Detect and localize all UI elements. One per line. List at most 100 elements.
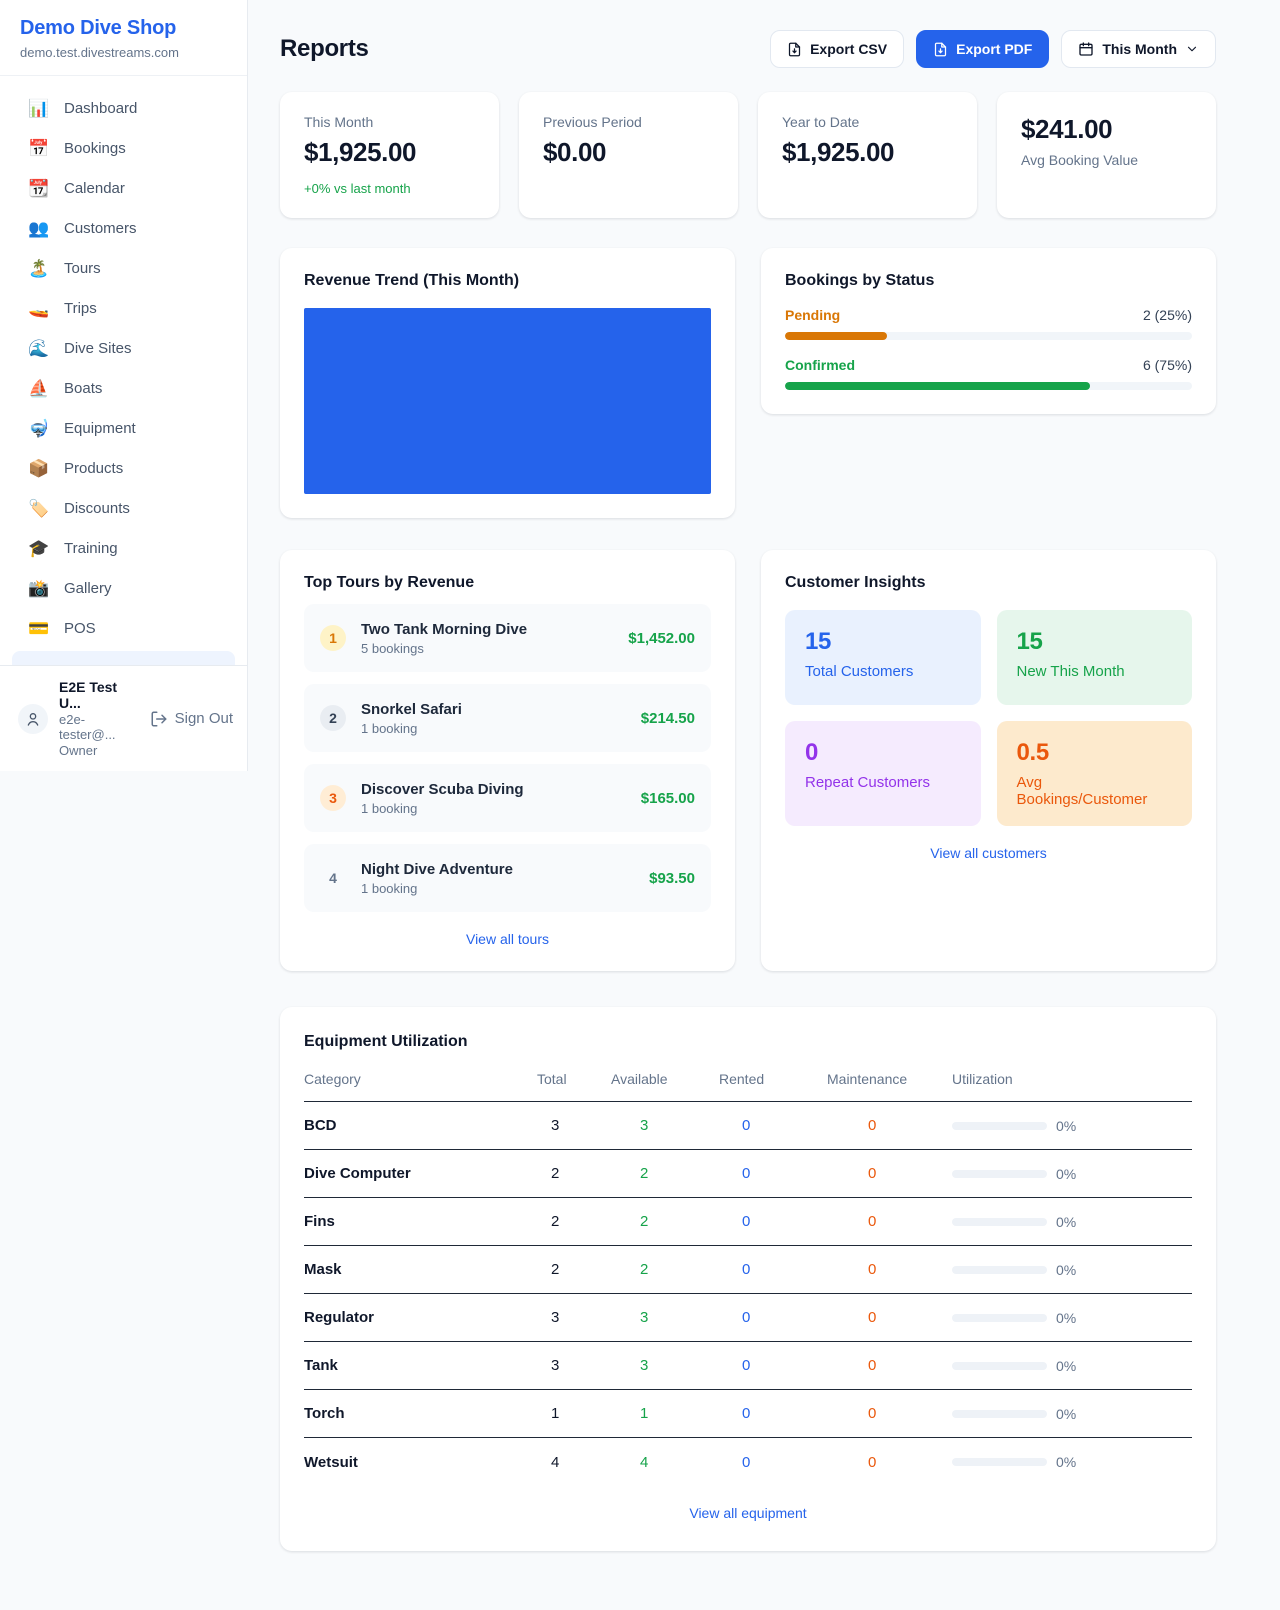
sidebar-item-products[interactable]: 📦 Products (12, 450, 235, 487)
brand-header: Demo Dive Shop demo.test.divestreams.com (0, 0, 247, 76)
equipment-category: Fins (304, 1213, 335, 1230)
export-pdf-button[interactable]: Export PDF (916, 30, 1050, 68)
utilization-progress-bar (952, 1409, 1047, 1418)
period-label: This Month (1102, 41, 1177, 57)
sidebar-item-label: Products (64, 460, 124, 477)
equipment-available: 3 (640, 1117, 649, 1134)
sidebar-item-calendar[interactable]: 📆 Calendar (12, 170, 235, 207)
rank-badge: 1 (320, 625, 346, 651)
discounts-icon: 🏷️ (28, 499, 50, 518)
insight-tile-avg-bookings-customer: 0.5 Avg Bookings/Customer (996, 721, 1192, 826)
equipment-total: 4 (551, 1453, 560, 1471)
view-all-tours-link[interactable]: View all tours (465, 931, 549, 947)
status-label: Pending (785, 307, 841, 323)
equipment-row-bcd: BCD 3 3 0 0 0% (304, 1102, 1192, 1150)
equipment-available: 2 (640, 1165, 649, 1182)
equipment-utilization-title: Equipment Utilization (304, 1033, 468, 1050)
view-all-customers-link[interactable]: View all customers (930, 845, 1047, 861)
rank-badge: 2 (320, 705, 346, 731)
equipment-utilization-cell: 0% (952, 1358, 1192, 1374)
equipment-total: 1 (551, 1405, 560, 1422)
equipment-available: 1 (640, 1405, 649, 1422)
stat-label: Previous Period (543, 114, 642, 130)
equipment-total: 2 (551, 1261, 560, 1278)
equipment-maintenance: 0 (868, 1357, 877, 1374)
equipment-utilization-cell: 0% (952, 1454, 1192, 1470)
equipment-utilization-cell: 0% (952, 1262, 1192, 1278)
gallery-icon: 📸 (28, 579, 50, 598)
sidebar-item-bookings[interactable]: 📅 Bookings (12, 130, 235, 167)
insight-tile-total-customers: 15 Total Customers (785, 610, 981, 705)
customer-insights-card: Customer Insights 15 Total Customers 15 New… (761, 550, 1216, 971)
tour-info: Snorkel Safari 1 booking (361, 701, 626, 736)
customers-icon: 👥 (28, 219, 50, 238)
sidebar-item-tours[interactable]: 🏝️ Tours (12, 250, 235, 287)
sidebar-item-dashboard[interactable]: 📊 Dashboard (12, 90, 235, 127)
equipment-row-regulator: Regulator 3 3 0 0 0% (304, 1294, 1192, 1342)
top-tours-card: Top Tours by Revenue 1 Two Tank Morning D… (280, 550, 735, 971)
status-line: Confirmed 6 (75%) (785, 357, 1192, 373)
insight-tiles: 15 Total Customers 15 New This Month 0 Repeat… (785, 610, 1192, 826)
calendar-icon: 📆 (28, 179, 50, 198)
tour-rows: 1 Two Tank Morning Dive 5 bookings $1,452.0… (304, 604, 711, 912)
utilization-percent: 0% (1056, 1454, 1077, 1470)
sidebar-item-label: Discounts (64, 500, 130, 517)
equipment-row-dive-computer: Dive Computer 2 2 0 0 0% (304, 1150, 1192, 1198)
utilization-percent: 0% (1056, 1405, 1077, 1422)
stat-card-previous-period: Previous Period $0.00 (519, 92, 738, 218)
sidebar-item-reports-active[interactable] (12, 651, 235, 665)
person-icon (25, 711, 41, 727)
sidebar-item-equipment[interactable]: 🤿 Equipment (12, 410, 235, 447)
user-email: e2e-tester@... (59, 712, 116, 742)
stat-value: $0.00 (543, 137, 607, 167)
status-label: Confirmed (785, 357, 855, 373)
sidebar-item-discounts[interactable]: 🏷️ Discounts (12, 490, 235, 527)
sign-out-button[interactable]: Sign Out (150, 710, 233, 728)
stat-card-this-month: This Month $1,925.00 +0% vs last month (280, 92, 499, 218)
column-header-maintenance: Maintenance (827, 1071, 908, 1087)
view-all-equipment-link[interactable]: View all equipment (689, 1505, 807, 1521)
equipment-total: 2 (551, 1213, 560, 1230)
equipment-rented: 0 (742, 1261, 751, 1278)
tour-row-two-tank-morning-dive: 1 Two Tank Morning Dive 5 bookings $1,452.0… (304, 604, 711, 672)
user-name: E2E Test U... (59, 679, 118, 711)
rank-badge: 4 (329, 870, 337, 886)
sidebar-item-boats[interactable]: ⛵ Boats (12, 370, 235, 407)
equipment-category: BCD (304, 1117, 337, 1134)
sidebar-item-label: Dive Sites (64, 340, 132, 357)
equipment-available: 3 (640, 1309, 649, 1326)
lists-row: Top Tours by Revenue 1 Two Tank Morning D… (280, 550, 1216, 971)
sidebar-item-label: Bookings (64, 140, 126, 157)
equipment-rented: 0 (742, 1309, 751, 1326)
equipment-utilization-cell: 0% (952, 1406, 1192, 1422)
sidebar-item-trips[interactable]: 🚤 Trips (12, 290, 235, 327)
utilization-percent: 0% (1056, 1309, 1077, 1326)
sidebar-item-label: Gallery (64, 580, 112, 597)
sidebar-item-dive-sites[interactable]: 🌊 Dive Sites (12, 330, 235, 367)
revenue-trend-title: Revenue Trend (This Month) (304, 272, 520, 289)
equipment-row-torch: Torch 1 1 0 0 0% (304, 1390, 1192, 1438)
equipment-utilization-cell: 0% (952, 1118, 1192, 1134)
equipment-row-fins: Fins 2 2 0 0 0% (304, 1198, 1192, 1246)
period-dropdown[interactable]: This Month (1061, 30, 1216, 68)
tour-info: Night Dive Adventure 1 booking (361, 861, 634, 896)
utilization-progress-bar (952, 1121, 1047, 1130)
export-pdf-label: Export PDF (956, 41, 1033, 57)
equipment-maintenance: 0 (868, 1117, 877, 1134)
sidebar-item-training[interactable]: 🎓 Training (12, 530, 235, 567)
tour-row-night-dive-adventure: 4 Night Dive Adventure 1 booking $93.50 (304, 844, 711, 912)
equipment-rented: 0 (742, 1165, 751, 1182)
tour-name: Night Dive Adventure (361, 860, 513, 878)
sidebar-item-label: Boats (64, 380, 103, 397)
stat-card-avg-booking-value: $241.00 Avg Booking Value (997, 92, 1216, 218)
stat-card-year-to-date: Year to Date $1,925.00 (758, 92, 977, 218)
sidebar-item-gallery[interactable]: 📸 Gallery (12, 570, 235, 607)
tour-bookings-count: 1 booking (361, 880, 418, 896)
export-csv-button[interactable]: Export CSV (770, 30, 905, 68)
sidebar-item-pos[interactable]: 💳 POS (12, 610, 235, 647)
tour-info: Discover Scuba Diving 1 booking (361, 781, 626, 816)
sidebar-item-customers[interactable]: 👥 Customers (12, 210, 235, 247)
insight-value: 0.5 (1016, 739, 1050, 766)
equipment-category: Regulator (304, 1309, 375, 1326)
